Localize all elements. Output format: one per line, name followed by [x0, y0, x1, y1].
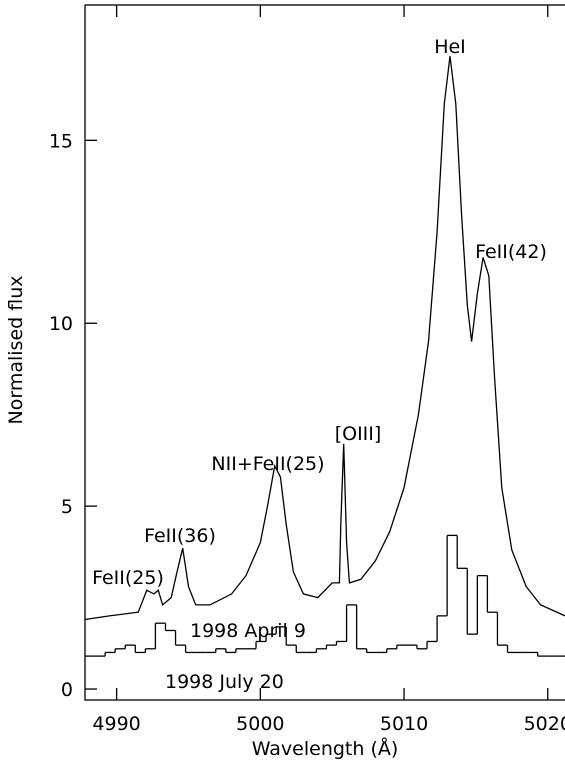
line-annotation: FeII(25)	[92, 567, 164, 589]
series-label: 1998 April 9	[190, 620, 306, 642]
line-annotation: [OIII]	[335, 423, 382, 445]
plot-frame	[84, 4, 565, 701]
y-axis-label: Normalised flux	[5, 276, 27, 425]
x-tick-label: 5000	[236, 713, 284, 735]
series-label: 1998 July 20	[165, 671, 284, 693]
x-tick-label: 5010	[380, 713, 428, 735]
line-annotation: NII+FeII(25)	[211, 453, 324, 475]
y-tick-label: 5	[61, 496, 73, 518]
x-tick-label: 4990	[92, 713, 140, 735]
y-tick-label: 0	[61, 679, 73, 701]
y-tick-label: 10	[49, 313, 73, 335]
spectrum-line	[84, 56, 565, 621]
x-axis-label: Wavelength (Å)	[252, 737, 399, 760]
y-tick-label: 15	[49, 130, 73, 152]
line-annotation: HeI	[434, 36, 466, 58]
line-annotation: FeII(42)	[475, 241, 547, 263]
line-annotation: FeII(36)	[144, 525, 216, 547]
